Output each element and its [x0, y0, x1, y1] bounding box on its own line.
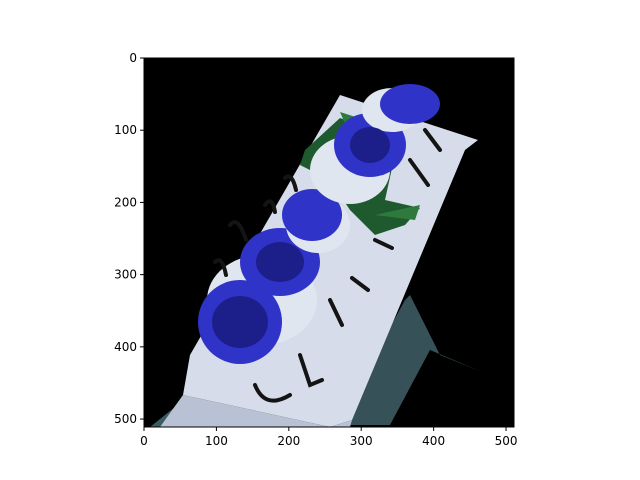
tomato-center — [212, 296, 268, 348]
x-tick-label: 400 — [422, 434, 445, 448]
y-tick-label: 500 — [114, 412, 137, 426]
tomato-center — [350, 127, 390, 163]
plate-edge — [160, 395, 352, 427]
x-tick-label: 200 — [277, 434, 300, 448]
y-axis: 0 100 200 300 400 500 — [114, 51, 144, 426]
y-tick-label: 200 — [114, 195, 137, 209]
x-tick-label: 100 — [205, 434, 228, 448]
tomato-center — [256, 242, 304, 282]
table-surface — [350, 295, 482, 425]
x-tick-label: 500 — [495, 434, 518, 448]
x-tick-label: 0 — [140, 434, 148, 448]
caprese-stack — [198, 84, 440, 364]
image-area — [144, 58, 514, 427]
photo-caprese-plate-icon — [150, 84, 482, 427]
axes-frame — [143, 57, 515, 428]
balsamic-glaze — [213, 128, 442, 403]
y-tick-label: 100 — [114, 123, 137, 137]
x-tick-label: 300 — [350, 434, 373, 448]
tomato-slice — [282, 189, 342, 241]
y-tick-label: 0 — [129, 51, 137, 65]
y-tick-label: 300 — [114, 268, 137, 282]
y-tick-label: 400 — [114, 340, 137, 354]
tomato-slice — [380, 84, 440, 124]
x-axis: 0 100 200 300 400 500 — [140, 427, 517, 448]
